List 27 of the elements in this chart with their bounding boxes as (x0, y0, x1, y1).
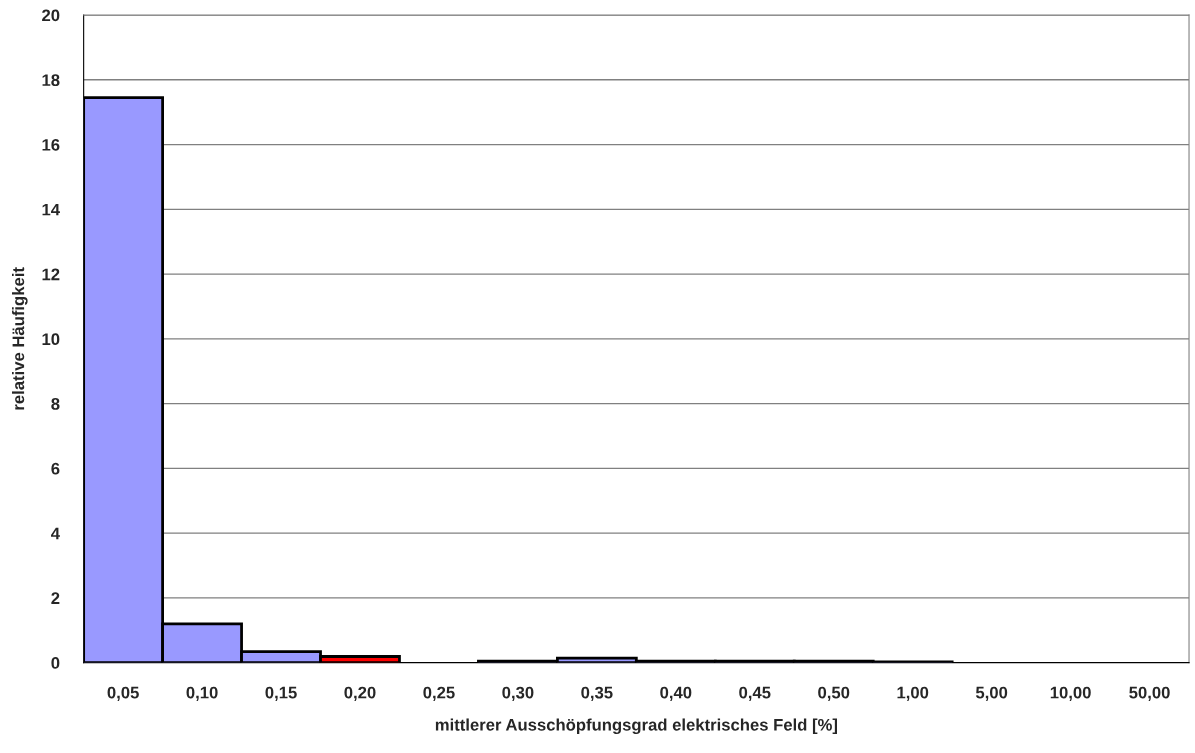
x-tick-label: 0,10 (186, 686, 218, 701)
x-tick-label: 1,00 (897, 686, 929, 701)
x-tick-label: 0,15 (265, 686, 297, 701)
x-tick-label: 0,40 (660, 686, 692, 701)
y-tick-label: 16 (42, 138, 60, 151)
x-tick-label: 10,00 (1050, 686, 1091, 701)
x-tick-label: 0,20 (344, 686, 376, 701)
y-tick-label: 12 (42, 268, 60, 281)
y-tick-label: 8 (51, 398, 60, 410)
y-axis-title: relative Häufigkeit (12, 267, 28, 410)
x-tick-label: 0,25 (423, 686, 455, 701)
y-tick-label: 2 (51, 592, 60, 604)
x-tick-label: 0,35 (581, 686, 613, 701)
y-tick-label: 20 (42, 9, 60, 22)
y-tick-label: 6 (51, 462, 60, 475)
y-tick-label: 18 (42, 74, 60, 87)
x-tick-label: 5,00 (975, 686, 1008, 701)
y-tick-label: 14 (42, 203, 60, 216)
x-tick-label: 0,30 (502, 686, 534, 701)
x-tick-label: 0,50 (818, 686, 850, 701)
y-tick-label: 0 (51, 657, 60, 669)
x-axis-title: mittlerer Ausschöpfungsgrad elektrisches Feld [%] (435, 718, 837, 735)
x-tick-label: 0,45 (739, 686, 771, 701)
y-tick-label: 10 (42, 333, 60, 346)
y-tick-label: 4 (51, 527, 60, 540)
x-tick-label: 50,00 (1129, 686, 1170, 701)
x-tick-label: 0,05 (107, 686, 139, 701)
